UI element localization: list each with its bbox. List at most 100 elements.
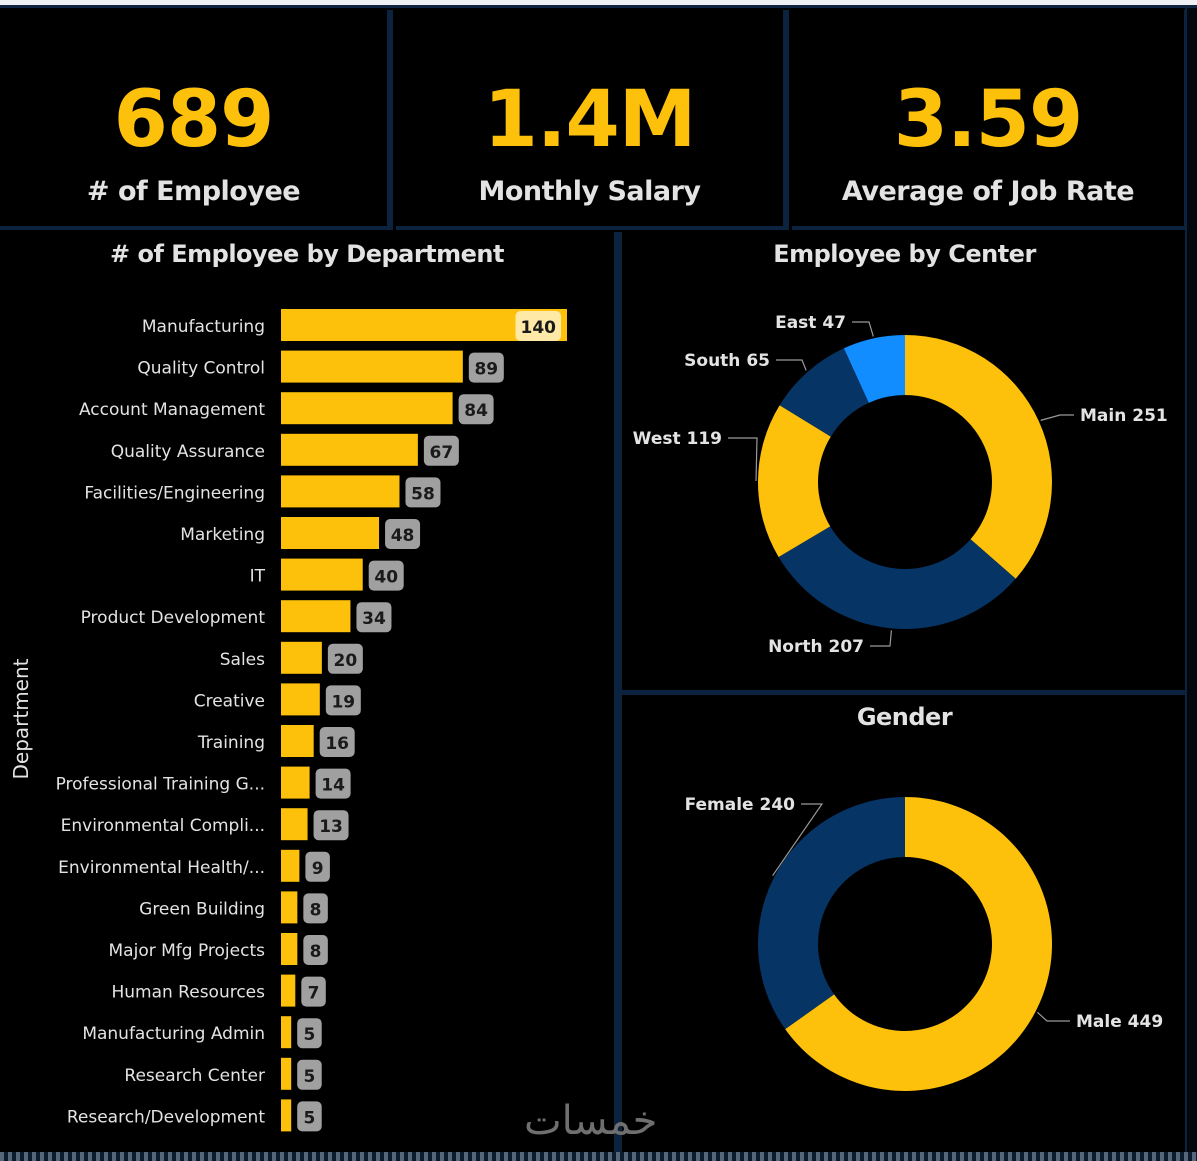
donut-slice-east[interactable] — [843, 335, 905, 403]
bar[interactable] — [281, 683, 320, 716]
data-label-background — [327, 643, 363, 674]
bar[interactable] — [281, 974, 296, 1007]
data-label: 9 — [312, 859, 324, 879]
bar-row[interactable]: Quality Control 89 — [137, 350, 504, 383]
data-label: 48 — [391, 526, 415, 546]
gender-donut-panel[interactable]: Gender Male 449 Female 240 — [622, 695, 1187, 1152]
donut-slice-west[interactable] — [758, 405, 831, 558]
bar[interactable] — [281, 1016, 292, 1049]
data-label: 34 — [362, 609, 386, 629]
bar-row[interactable]: Research Center 5 — [124, 1057, 322, 1090]
data-label: 8 — [310, 942, 322, 962]
category-label: Professional Training G... — [56, 775, 265, 795]
data-label: 58 — [411, 484, 435, 504]
category-label: Manufacturing — [142, 317, 265, 337]
data-label-background — [468, 352, 504, 383]
donut-slice-female[interactable] — [758, 797, 905, 1030]
bar[interactable] — [281, 849, 300, 882]
bar-row[interactable]: Manufacturing Admin 5 — [82, 1016, 322, 1049]
donut-slice-south[interactable] — [779, 348, 869, 437]
bar-row[interactable]: Training 16 — [197, 725, 355, 757]
scrollbar-track[interactable] — [1185, 8, 1197, 1152]
category-label: Major Mfg Projects — [109, 941, 266, 961]
bar-row[interactable]: Major Mfg Projects 8 — [109, 933, 328, 965]
department-bar-chart-panel[interactable]: # of Employee by Department Department M… — [0, 234, 614, 1152]
data-label: 16 — [325, 734, 349, 754]
chart-title: Gender — [856, 703, 953, 731]
category-label: Quality Control — [137, 359, 265, 379]
bar[interactable] — [281, 517, 380, 549]
data-label-background — [313, 810, 349, 841]
bar-row[interactable]: Environmental Health/... 9 — [58, 849, 330, 882]
data-label-background — [297, 1059, 322, 1090]
kpi-value: 689 — [113, 75, 275, 165]
bar[interactable] — [281, 808, 308, 841]
bar[interactable] — [281, 725, 314, 757]
data-label-background — [305, 851, 330, 882]
center-donut-panel[interactable]: Employee by Center Main 251 North 207 West… — [622, 234, 1187, 690]
donut-slice-north[interactable] — [778, 526, 1016, 629]
bar-row[interactable]: Environmental Compli... 13 — [61, 808, 349, 841]
bottom-border — [0, 1152, 1197, 1161]
data-label: 8 — [310, 900, 322, 920]
category-label: Research/Development — [67, 1107, 265, 1127]
bar-row[interactable]: Facilities/Engineering 58 — [84, 475, 441, 508]
category-label: Manufacturing Admin — [82, 1024, 265, 1044]
bar[interactable] — [281, 392, 453, 425]
category-label: Research Center — [124, 1066, 265, 1086]
bar[interactable] — [281, 350, 463, 383]
slice-label: Male 449 — [1076, 1012, 1163, 1032]
data-label: 84 — [464, 401, 488, 421]
bar-row[interactable]: Creative 19 — [194, 683, 361, 716]
donut-slice-male[interactable] — [785, 797, 1052, 1091]
data-label-background — [423, 435, 459, 466]
bar-row[interactable]: Quality Assurance 67 — [111, 433, 459, 466]
bar[interactable] — [281, 1099, 292, 1132]
bar-row[interactable]: Account Management 84 — [79, 392, 494, 425]
donut-slice-main[interactable] — [905, 335, 1052, 579]
data-label-background — [356, 602, 392, 633]
bar[interactable] — [281, 891, 298, 924]
bar-row[interactable]: Professional Training G... 14 — [56, 766, 351, 799]
top-border — [0, 5, 1197, 8]
slice-label: Female 240 — [685, 795, 796, 815]
bar-row[interactable]: Sales 20 — [220, 641, 363, 674]
department-bar-chart: Department Manufacturing 140 Quality Contr… — [9, 309, 567, 1132]
kpi-label: Average of Job Rate — [841, 176, 1135, 207]
data-label-background — [315, 768, 351, 799]
slice-label: South 65 — [684, 351, 770, 371]
bar[interactable] — [281, 933, 298, 965]
bar-row[interactable]: Manufacturing 140 — [142, 309, 567, 341]
data-label-background — [319, 727, 355, 757]
category-label: Human Resources — [111, 983, 265, 1003]
leader-line — [728, 437, 758, 481]
bar-row[interactable]: Green Building 8 — [139, 891, 328, 924]
leader-line — [870, 630, 893, 647]
bar-row[interactable]: Product Development 34 — [81, 600, 392, 633]
bar-row[interactable]: Human Resources 7 — [111, 974, 326, 1007]
bar-row[interactable]: IT 40 — [250, 558, 404, 591]
kpi-card-monthly-salary[interactable]: 1.4M Monthly Salary — [396, 10, 789, 230]
bar[interactable] — [281, 433, 418, 466]
bar[interactable] — [281, 1057, 292, 1090]
slice-label: Main 251 — [1080, 406, 1168, 426]
chart-title: # of Employee by Department — [109, 240, 505, 268]
kpi-label: # of Employee — [86, 176, 301, 207]
bar[interactable] — [281, 475, 400, 508]
data-label: 13 — [319, 817, 343, 837]
data-label: 89 — [474, 360, 498, 380]
bar-row[interactable]: Marketing 48 — [180, 517, 421, 549]
bar[interactable] — [281, 558, 363, 591]
kpi-card-employee-count[interactable]: 689 # of Employee — [0, 10, 393, 230]
bar[interactable] — [281, 641, 322, 674]
bar-row[interactable]: Research/Development 5 — [67, 1099, 322, 1132]
bar[interactable] — [281, 600, 351, 633]
kpi-card-job-rate[interactable]: 3.59 Average of Job Rate — [792, 10, 1190, 230]
data-label: 67 — [430, 443, 454, 463]
bar[interactable] — [281, 766, 310, 799]
slice-label: North 207 — [768, 637, 864, 657]
category-label: Product Development — [81, 608, 266, 628]
category-label: IT — [250, 567, 266, 587]
category-label: Account Management — [79, 400, 265, 420]
